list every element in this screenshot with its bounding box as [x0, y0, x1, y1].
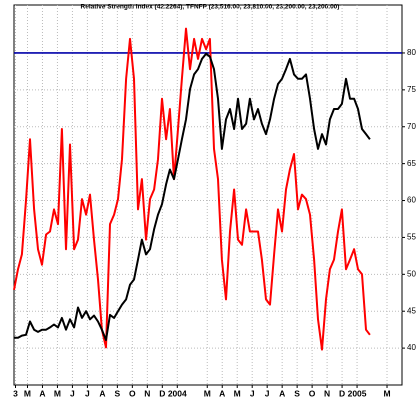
y-tick-label: 60: [407, 196, 416, 205]
x-tick-label: J: [250, 388, 255, 398]
x-tick-label: N: [144, 388, 150, 398]
x-tick-label: S: [294, 388, 300, 398]
x-tick-label: A: [279, 388, 285, 398]
x-tick-label: A: [39, 388, 45, 398]
data-line: [14, 52, 371, 341]
y-tick-label: 70: [407, 122, 416, 131]
y-tick-label: 65: [407, 159, 416, 168]
x-tick-label: 3: [13, 388, 18, 398]
x-tick-label: 2004: [168, 388, 187, 398]
x-tick-label: 2005: [348, 388, 367, 398]
x-tick-label: M: [383, 388, 390, 398]
x-tick-label: A: [219, 388, 225, 398]
y-tick-label: 75: [407, 85, 416, 94]
data-line: [13, 27, 371, 351]
x-tick-label: M: [54, 388, 61, 398]
x-tick-label: O: [129, 388, 136, 398]
plot-frame: [13, 4, 403, 386]
x-tick-label: M: [204, 388, 211, 398]
x-tick-label: A: [99, 388, 105, 398]
x-tick-label: D: [159, 388, 165, 398]
x-tick-label: J: [265, 388, 270, 398]
x-tick-label: S: [115, 388, 121, 398]
chart-title: Relative Strength Index (42.2264), TFNFP…: [81, 4, 340, 11]
y-tick-label: 55: [407, 233, 416, 242]
y-tick-label: 40: [407, 343, 416, 352]
x-tick-label: M: [234, 388, 241, 398]
y-tick-label: 50: [407, 269, 416, 278]
x-tick-label: M: [24, 388, 31, 398]
x-tick-label: N: [324, 388, 330, 398]
x-tick-label: O: [309, 388, 316, 398]
y-tick-label: 80: [407, 48, 416, 57]
y-tick-label: 45: [407, 306, 416, 315]
x-tick-label: D: [339, 388, 345, 398]
x-tick-label: J: [70, 388, 75, 398]
x-tick-label: J: [85, 388, 90, 398]
